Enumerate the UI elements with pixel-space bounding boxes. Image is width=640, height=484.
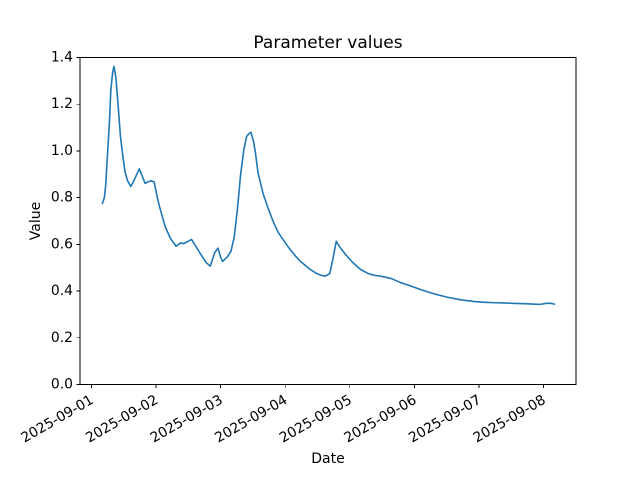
y-tick-label: 0.8 (51, 190, 73, 206)
y-axis-label: Value (28, 202, 44, 240)
plot-frame (79, 57, 577, 385)
y-tick-label: 0.2 (51, 330, 73, 346)
x-axis-label: Date (311, 451, 344, 467)
y-tick-label: 0.6 (51, 236, 73, 252)
y-tick-label: 0.4 (51, 283, 73, 299)
data-series (101, 65, 556, 306)
plot-area (80, 57, 576, 385)
parameter-value-line (101, 65, 556, 306)
y-tick-label: 1.4 (51, 50, 73, 66)
y-tick-label: 1.2 (51, 96, 73, 112)
chart-title: Parameter values (253, 33, 402, 53)
y-tick-label: 0.0 (51, 377, 73, 393)
y-tick-label: 1.0 (51, 143, 73, 159)
